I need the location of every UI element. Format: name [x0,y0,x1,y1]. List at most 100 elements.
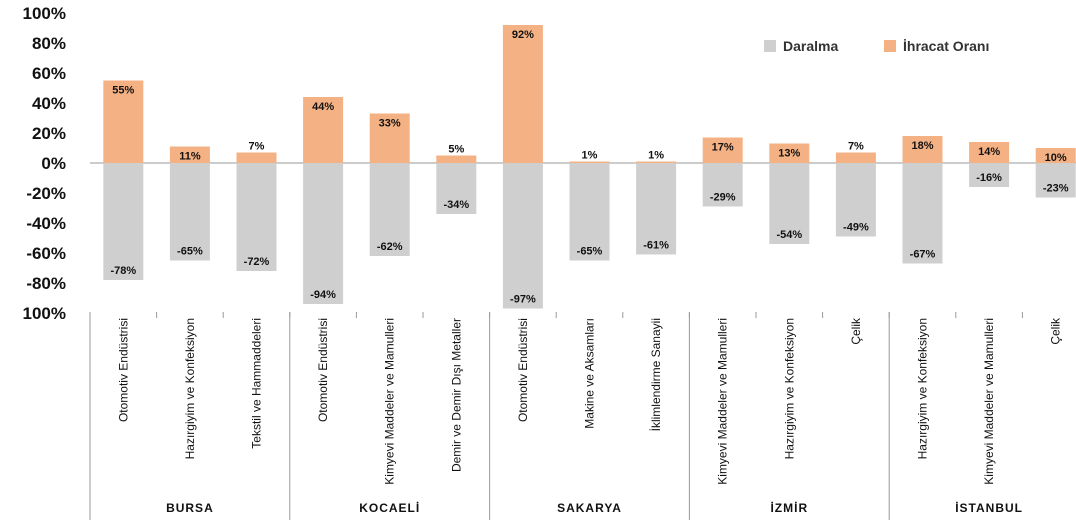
bar-ihracat-orani [103,80,144,163]
data-label-ihracat-orani: 7% [249,141,265,153]
data-label-ihracat-orani: 92% [512,29,534,41]
bar-ihracat-orani [702,137,743,163]
bar-daralma [502,163,543,309]
category-label: Otomotiv Endüstrisi [116,318,130,422]
legend-swatch-daralma [764,40,776,52]
bar-daralma [103,163,144,280]
bar-ihracat-orani [236,152,277,163]
bar-daralma [436,163,477,214]
bar-ihracat-orani [569,161,610,163]
category-label: Çelik [849,317,863,345]
data-label-ihracat-orani: 10% [1045,152,1067,164]
data-label-ihracat-orani: 14% [978,146,1000,158]
data-label-ihracat-orani: 33% [379,118,401,130]
data-label-ihracat-orani: 18% [911,140,933,152]
legend-swatch-ihracat-orani [884,40,896,52]
category-label: Otomotiv Endüstrisi [516,318,530,422]
category-label: Kimyevi Maddeler ve Mamulleri [982,318,996,485]
y-tick-label: -80% [26,274,66,293]
category-label: Hazırgiyim ve Konfeksiyon [183,318,197,459]
data-label-daralma: -67% [910,249,936,261]
y-tick-label: 100% [23,4,66,23]
category-label: Kimyevi Maddeler ve Mamulleri [383,318,397,485]
bar-ihracat-orani [835,152,876,163]
y-tick-label: 80% [32,34,66,53]
data-label-daralma: -78% [110,265,136,277]
bar-daralma [1035,163,1076,198]
bar-ihracat-orani [902,136,943,163]
bar-ihracat-orani [1035,148,1076,163]
bar-ihracat-orani [303,97,344,163]
data-label-daralma: -61% [643,240,669,252]
data-label-daralma: -54% [776,229,802,241]
data-label-daralma: -65% [177,246,203,258]
bar-ihracat-orani [369,113,410,163]
data-label-daralma: -16% [976,172,1002,184]
bar-ihracat-orani [636,161,677,163]
group-label: BURSA [166,501,214,515]
data-label-ihracat-orani: 13% [778,148,800,160]
category-label: Tekstil ve Hammaddeleri [250,318,264,449]
data-label-ihracat-orani: 5% [448,144,464,156]
bar-ihracat-orani [502,25,543,163]
y-tick-label: 60% [32,64,66,83]
bar-ihracat-orani [436,155,477,163]
bars-layer [103,25,1076,309]
data-label-ihracat-orani: 7% [848,141,864,153]
data-label-daralma: -94% [310,289,336,301]
bar-ihracat-orani [169,146,210,163]
legend-label-ihracat-orani: İhracat Oranı [903,38,989,54]
y-tick-label: 40% [32,94,66,113]
data-label-ihracat-orani: 1% [648,150,664,162]
group-label: KOCAELİ [359,500,420,515]
group-label: SAKARYA [557,501,622,515]
y-tick-label: 20% [32,124,66,143]
bar-ihracat-orani [769,143,810,163]
group-label: İZMİR [770,500,808,515]
data-label-daralma: -65% [577,246,603,258]
bar-daralma [835,163,876,237]
y-tick-label: -20% [26,184,66,203]
axis-layer: 100% 80% 60% 40% 20% 0% -20% -40% -60% -80% 100% BU… [23,4,1076,520]
bar-daralma [769,163,810,244]
data-label-ihracat-orani: 55% [112,85,134,97]
labels-layer: -78% 55% -65% 11% -72% 7% -94% 44% -62% 33% -34% 5%… [110,29,1068,306]
data-label-ihracat-orani: 44% [312,101,334,113]
bar-daralma [702,163,743,207]
y-tick-label: 0% [41,154,66,173]
data-label-daralma: -34% [443,199,469,211]
data-label-daralma: -72% [244,256,270,268]
bar-ihracat-orani [969,142,1010,163]
group-label: İSTANBUL [955,500,1023,515]
category-label: Demir ve Demir Dışı Metaller [449,318,463,472]
bar-daralma [569,163,610,261]
data-label-daralma: -23% [1043,183,1069,195]
y-tick-label: -40% [26,214,66,233]
data-label-daralma: -49% [843,222,869,234]
bar-daralma [969,163,1010,187]
data-label-daralma: -29% [710,192,736,204]
bar-daralma [369,163,410,256]
legend-label-daralma: Daralma [783,38,838,54]
data-label-daralma: -62% [377,241,403,253]
category-label: Çelik [1049,317,1063,345]
data-label-ihracat-orani: 17% [712,142,734,154]
bar-daralma [636,163,677,255]
data-label-ihracat-orani: 1% [582,150,598,162]
category-label: Hazırgiyim ve Konfeksiyon [782,318,796,459]
data-label-daralma: -97% [510,294,536,306]
y-tick-label: 100% [23,304,66,323]
bar-daralma [902,163,943,264]
bar-daralma [169,163,210,261]
category-label: Hazırgiyim ve Konfeksiyon [916,318,930,459]
category-label: Makine ve Aksamları [583,318,597,429]
category-label: İklimlendirme Sanayii [649,318,663,431]
legend: Daralma İhracat Oranı [764,38,989,54]
bar-daralma [236,163,277,271]
data-label-ihracat-orani: 11% [179,151,201,163]
category-label: Otomotiv Endüstrisi [316,318,330,422]
category-label: Kimyevi Maddeler ve Mamulleri [716,318,730,485]
y-tick-label: -60% [26,244,66,263]
bar-daralma [303,163,344,304]
